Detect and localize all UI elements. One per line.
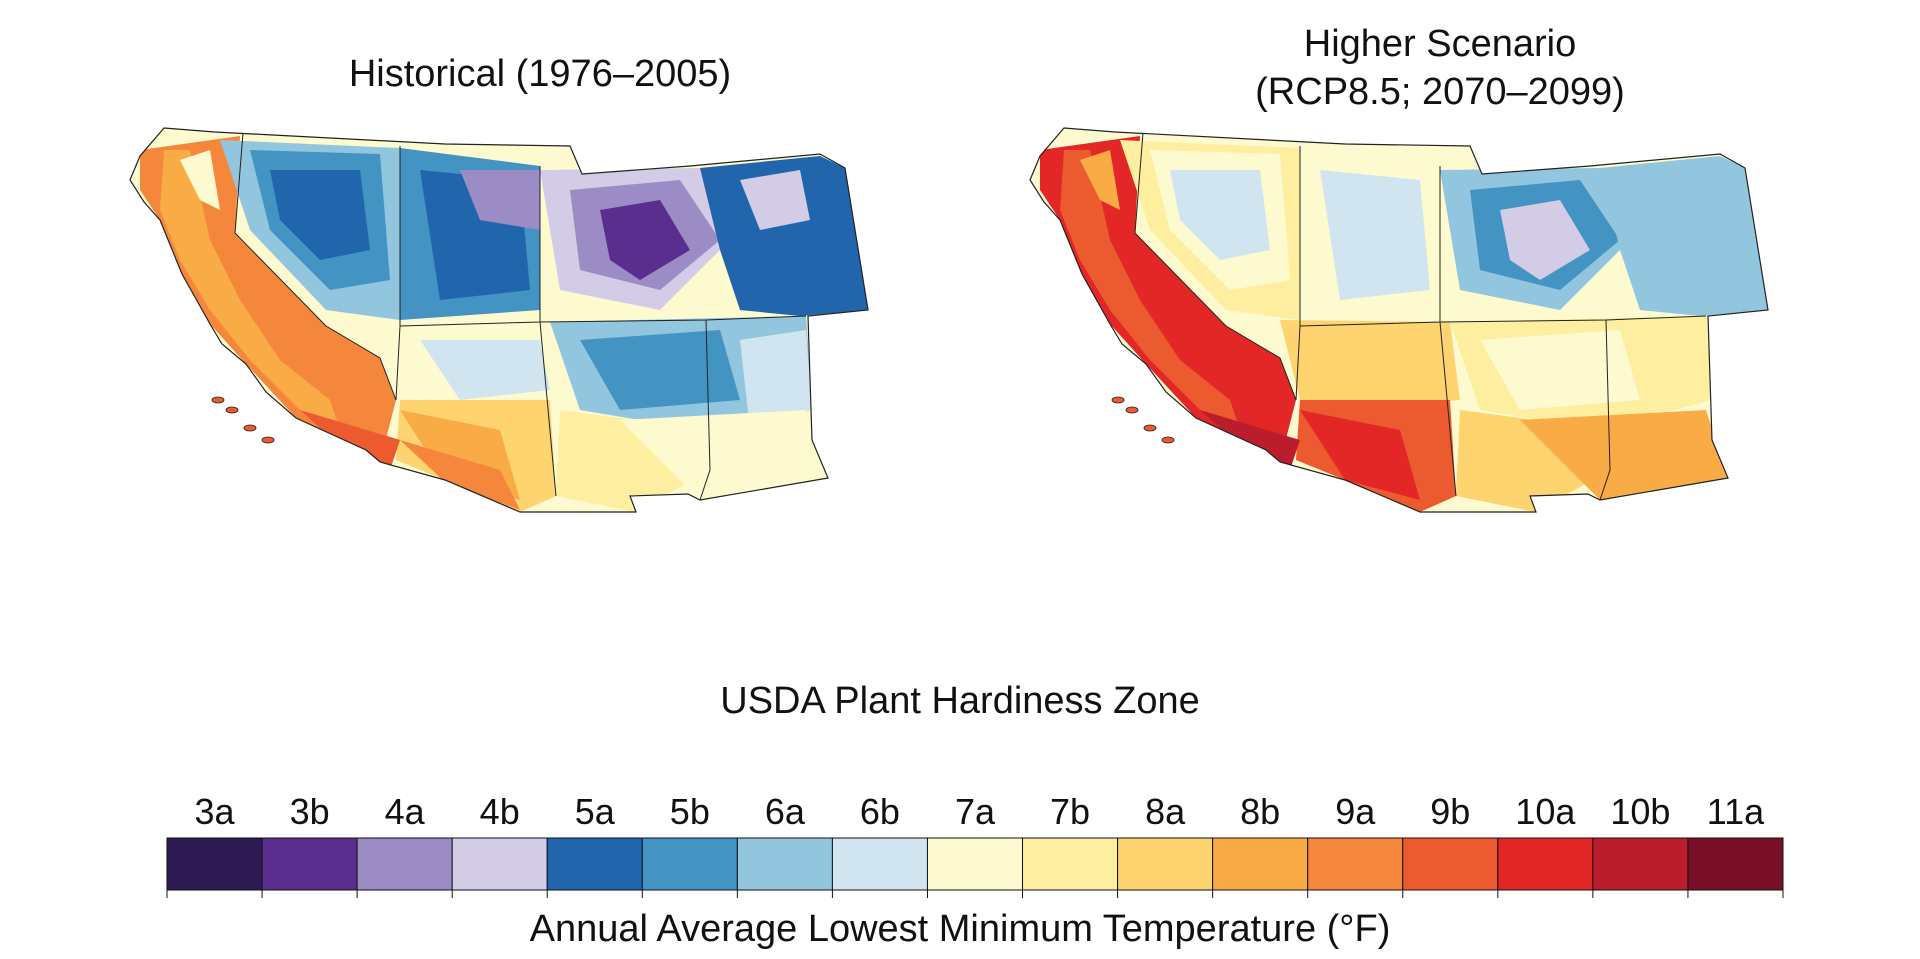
legend-zone-label: 5b bbox=[670, 791, 710, 832]
legend-title: USDA Plant Hardiness Zone bbox=[720, 680, 1200, 722]
legend-zone-label: 9a bbox=[1335, 791, 1376, 832]
legend-swatch-11a bbox=[1687, 837, 1784, 891]
legend-zone-label: 4b bbox=[480, 791, 520, 832]
map-fill bbox=[1030, 128, 1768, 512]
legend-zone-label: 6a bbox=[765, 791, 806, 832]
legend-zone-label: 8a bbox=[1145, 791, 1186, 832]
zone-region-9a bbox=[400, 440, 520, 510]
legend-swatch-10b bbox=[1592, 837, 1689, 891]
zone-region-7a bbox=[1480, 330, 1640, 410]
island bbox=[261, 436, 275, 444]
zone-region-8b bbox=[1080, 150, 1120, 210]
legend-swatch-5a bbox=[546, 837, 643, 891]
legend-zone-label: 7a bbox=[955, 791, 996, 832]
zone-region-3b bbox=[600, 200, 690, 280]
legend-zone-label: 6b bbox=[860, 791, 900, 832]
zone-region-9b bbox=[300, 410, 400, 470]
legend-zone-label: 9b bbox=[1430, 791, 1470, 832]
map-future bbox=[1029, 127, 1769, 513]
zone-region-5a bbox=[700, 156, 868, 316]
state-border bbox=[699, 319, 711, 501]
legend-swatch-9a bbox=[1307, 837, 1404, 891]
legend-swatch-8a bbox=[1117, 837, 1214, 891]
zone-region-10b bbox=[1200, 410, 1300, 470]
panel-title-line: Higher Scenario bbox=[1303, 23, 1577, 65]
zone-region-6a bbox=[1600, 156, 1768, 316]
legend-swatch-10a bbox=[1497, 837, 1594, 891]
island bbox=[211, 396, 225, 404]
panel-title-line: (RCP8.5; 2070–2099) bbox=[1255, 71, 1625, 113]
legend-zone-label: 3a bbox=[195, 791, 236, 832]
legend-swatch-7b bbox=[1022, 837, 1119, 891]
legend-zone-label: 11a bbox=[1707, 791, 1765, 832]
island bbox=[1111, 396, 1125, 404]
zone-region-9b bbox=[1060, 150, 1240, 430]
zone-region-10a bbox=[1300, 410, 1420, 500]
zone-region-8b bbox=[1520, 410, 1728, 500]
panel-title: Historical (1976–2005) bbox=[100, 50, 980, 98]
map-panel-future: Higher Scenario (RCP8.5; 2070–2099) bbox=[1000, 0, 1880, 660]
legend-zone-label: 10a bbox=[1515, 791, 1576, 832]
zone-region-5a bbox=[270, 170, 370, 260]
state-border bbox=[539, 321, 557, 497]
legend-swatch-6b bbox=[831, 837, 928, 891]
region-outline bbox=[129, 127, 869, 513]
island bbox=[1143, 424, 1157, 432]
legend-zone-label: 4a bbox=[385, 791, 426, 832]
zone-region-4b bbox=[1500, 200, 1590, 280]
zone-region-6b bbox=[1320, 170, 1430, 300]
legend-swatch-4b bbox=[451, 837, 548, 891]
legend-swatch-5b bbox=[641, 837, 738, 891]
zone-region-7a bbox=[620, 410, 828, 500]
map-historical bbox=[129, 127, 869, 513]
zone-region-6b bbox=[740, 330, 812, 430]
map-panel-historical: Historical (1976–2005) bbox=[100, 0, 980, 660]
legend-swatch-8b bbox=[1212, 837, 1309, 891]
legend-swatch-3b bbox=[261, 837, 358, 891]
region-outline bbox=[1029, 127, 1769, 513]
zone-region-8a bbox=[1280, 320, 1460, 410]
island bbox=[1125, 406, 1139, 414]
panel-title: Higher Scenario (RCP8.5; 2070–2099) bbox=[1000, 20, 1880, 116]
zone-region-5b bbox=[580, 330, 740, 410]
legend-swatch-3a bbox=[166, 837, 263, 891]
legend-zone-label: 7b bbox=[1050, 791, 1090, 832]
legend-axis-label: Annual Average Lowest Minimum Temperatur… bbox=[529, 908, 1391, 950]
legend-zone-label: 8b bbox=[1240, 791, 1280, 832]
zone-region-6b bbox=[1170, 170, 1270, 260]
zone-region-8b bbox=[160, 150, 340, 430]
zone-region-6b bbox=[420, 340, 550, 400]
island bbox=[243, 424, 257, 432]
panel-title-line: Historical (1976–2005) bbox=[348, 53, 732, 95]
island bbox=[1161, 436, 1175, 444]
zone-region-7a bbox=[180, 150, 220, 210]
zone-region-4a bbox=[460, 170, 540, 230]
legend-swatch-4a bbox=[356, 837, 453, 891]
legend-swatch-9b bbox=[1402, 837, 1499, 891]
island bbox=[225, 406, 239, 414]
state-border bbox=[1599, 319, 1611, 501]
zone-region-4b bbox=[740, 170, 810, 230]
map-fill bbox=[130, 128, 868, 512]
legend-swatch-7a bbox=[926, 837, 1024, 891]
legend-zone-label: 3b bbox=[290, 791, 330, 832]
color-legend: USDA Plant Hardiness Zone 3a 3b 4a 4b 5a 5b 6a… bbox=[0, 670, 1920, 959]
legend-swatch-6a bbox=[736, 837, 833, 891]
legend-zone-label: 5a bbox=[575, 791, 616, 832]
legend-colorbar: 3a3b4a4b5a5b6a6b7a7b8a8b9a9b10a10b11a−40… bbox=[166, 791, 1784, 898]
state-border bbox=[1439, 321, 1457, 497]
legend-zone-label: 10b bbox=[1610, 791, 1670, 832]
